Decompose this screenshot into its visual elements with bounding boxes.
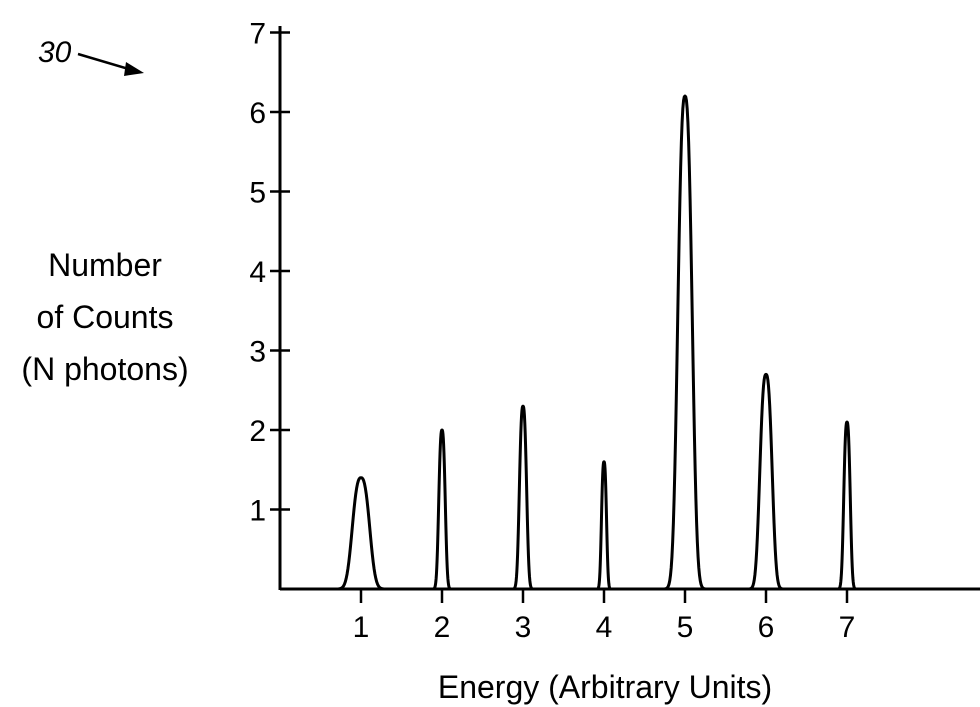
x-tick-label: 1 [353,611,370,644]
y-axis-ticks: 1 2 3 4 5 6 7 [249,18,290,528]
spectrum-peak [595,460,613,591]
y-tick-label: 5 [249,177,266,210]
y-tick-label: 6 [249,97,266,130]
x-tick-label: 2 [434,611,451,644]
y-axis-title-line-2: of Counts [37,299,174,335]
y-tick-label: 7 [249,18,266,51]
x-tick-label: 6 [758,611,775,644]
spectrum-peak [334,476,388,591]
spectrum-peak [662,94,708,591]
x-tick-label: 3 [515,611,532,644]
x-axis-title: Energy (Arbitrary Units) [438,669,772,705]
y-tick-label: 3 [249,336,266,369]
spectrum-peak [510,404,536,591]
y-tick-label: 4 [249,256,266,289]
spectrum-peak [836,420,858,591]
reference-arrow-icon [77,52,144,76]
spectrum-peaks [334,94,858,591]
reference-numeral: 30 [38,36,72,69]
y-axis-title-line-1: Number [48,247,162,283]
spectrum-peak [746,372,786,591]
x-axis-ticks: 1 2 3 4 5 6 7 [353,589,856,644]
y-tick-label: 2 [249,415,266,448]
x-tick-label: 7 [839,611,856,644]
spectrum-peak [431,428,453,591]
y-tick-label: 1 [249,495,266,528]
x-tick-label: 5 [677,611,694,644]
x-tick-label: 4 [596,611,613,644]
y-axis-title-line-3: (N photons) [21,351,188,387]
